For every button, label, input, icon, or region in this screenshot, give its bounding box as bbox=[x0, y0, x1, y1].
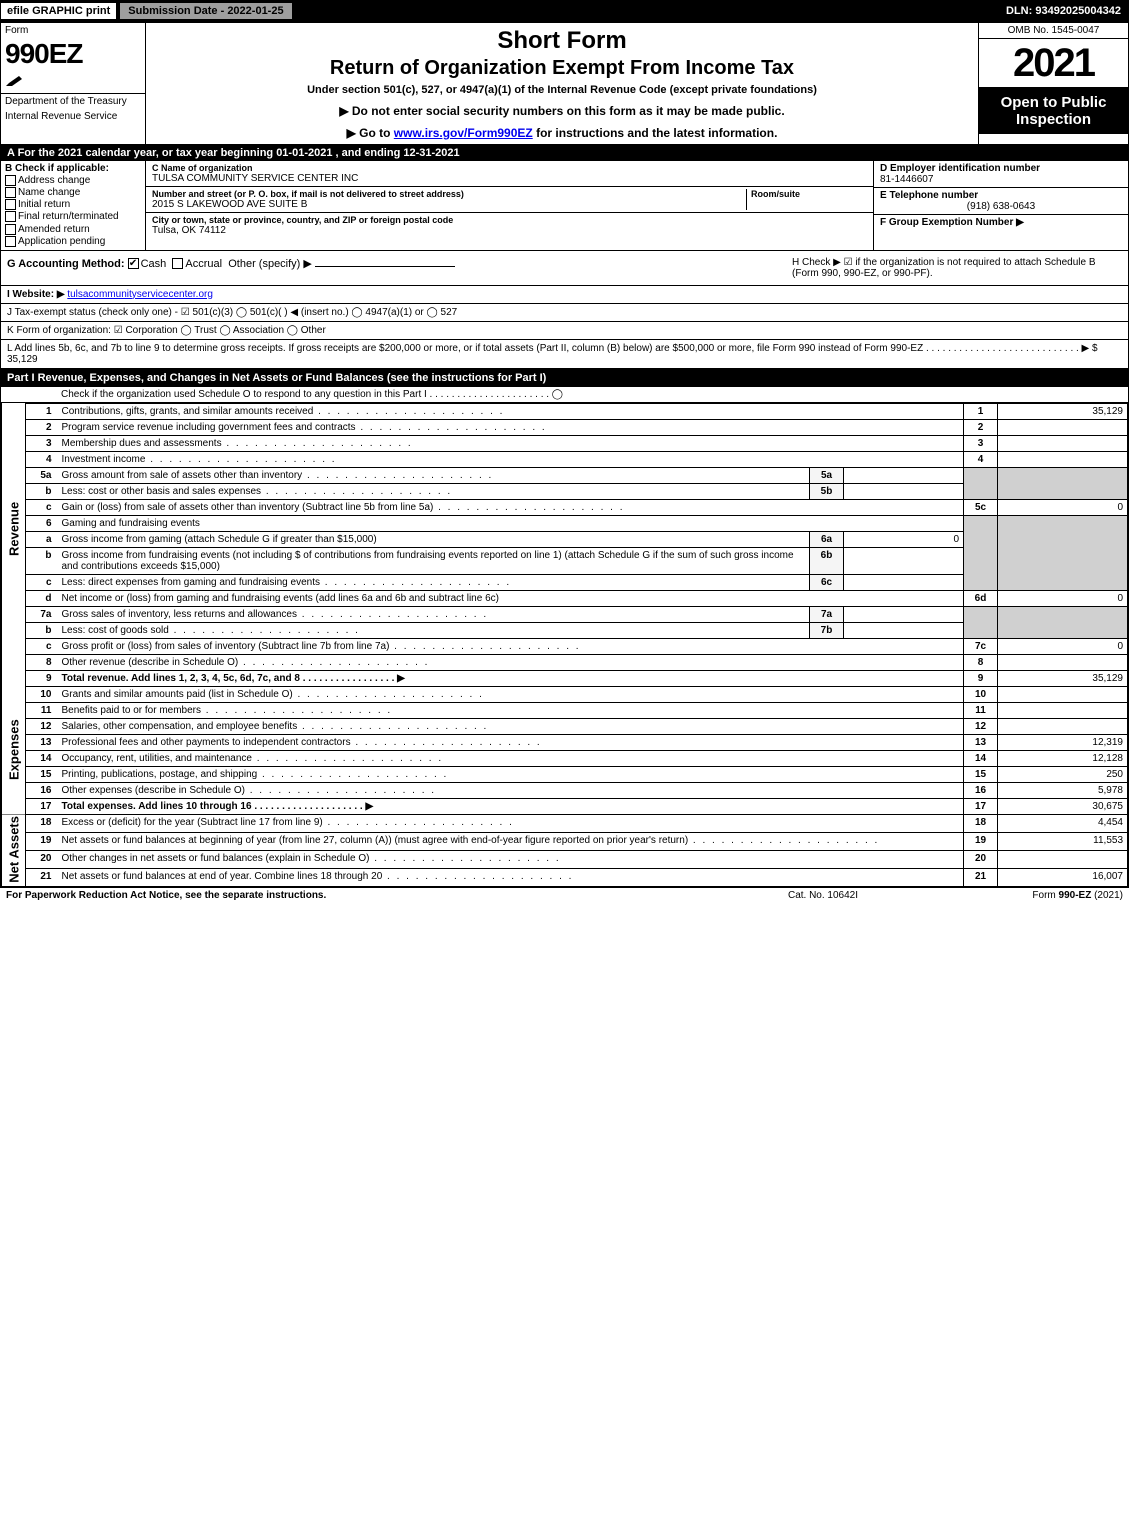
dept-irs: Internal Revenue Service bbox=[1, 109, 145, 124]
dln: DLN: 93492025004342 bbox=[998, 3, 1129, 19]
row-j: J Tax-exempt status (check only one) - ☑… bbox=[1, 304, 1128, 322]
form-label: Form bbox=[1, 23, 145, 38]
ein: 81-1446607 bbox=[880, 174, 1122, 185]
chk-name-change[interactable]: Name change bbox=[5, 187, 141, 198]
f-label: F Group Exemption Number ▶ bbox=[880, 217, 1024, 228]
row-i: I Website: ▶ tulsacommunityservicecenter… bbox=[1, 286, 1128, 304]
row-h: H Check ▶ ☑ if the organization is not r… bbox=[792, 257, 1122, 279]
lines-table: Revenue 1 Contributions, gifts, grants, … bbox=[1, 403, 1128, 887]
chk-address-change[interactable]: Address change bbox=[5, 175, 141, 186]
part1-header: Part I Revenue, Expenses, and Changes in… bbox=[1, 369, 1128, 387]
chk-final-return[interactable]: Final return/terminated bbox=[5, 211, 141, 222]
chk-amended-return[interactable]: Amended return bbox=[5, 224, 141, 235]
row-k: K Form of organization: ☑ Corporation ◯ … bbox=[1, 322, 1128, 340]
footer-left: For Paperwork Reduction Act Notice, see … bbox=[6, 890, 723, 901]
line-1-amt: 35,129 bbox=[998, 403, 1128, 419]
org-name: TULSA COMMUNITY SERVICE CENTER INC bbox=[152, 173, 867, 184]
section-b: B Check if applicable: Address change Na… bbox=[1, 161, 146, 250]
section-c: C Name of organization TULSA COMMUNITY S… bbox=[146, 161, 873, 250]
tax-year: 2021 bbox=[979, 39, 1128, 88]
form-number: 990EZ bbox=[1, 38, 145, 74]
netassets-label: Net Assets bbox=[2, 814, 26, 886]
dept-treasury: Department of the Treasury bbox=[1, 93, 145, 109]
note-ssn: ▶ Do not enter social security numbers o… bbox=[152, 104, 972, 118]
open-public: Open to Public Inspection bbox=[979, 88, 1128, 134]
chk-initial-return[interactable]: Initial return bbox=[5, 199, 141, 210]
c-name-label: C Name of organization bbox=[152, 163, 867, 173]
title-short-form: Short Form bbox=[152, 27, 972, 55]
d-label: D Employer identification number bbox=[880, 163, 1122, 174]
title-return: Return of Organization Exempt From Incom… bbox=[152, 57, 972, 80]
note-url: ▶ Go to www.irs.gov/Form990EZ for instru… bbox=[152, 126, 972, 140]
chk-application-pending[interactable]: Application pending bbox=[5, 236, 141, 247]
chk-accrual[interactable] bbox=[172, 258, 183, 269]
part1-sub: Check if the organization used Schedule … bbox=[1, 387, 1128, 403]
footer: For Paperwork Reduction Act Notice, see … bbox=[0, 888, 1129, 903]
org-city: Tulsa, OK 74112 bbox=[152, 225, 867, 236]
row-l: L Add lines 5b, 6c, and 7b to line 9 to … bbox=[1, 340, 1128, 369]
b-label: B Check if applicable: bbox=[5, 163, 109, 174]
submission-date: Submission Date - 2022-01-25 bbox=[119, 2, 292, 20]
org-street: 2015 S LAKEWOOD AVE SUITE B bbox=[152, 199, 742, 210]
irs-link[interactable]: www.irs.gov/Form990EZ bbox=[394, 126, 533, 140]
c-room-label: Room/suite bbox=[751, 189, 867, 199]
top-bar: efile GRAPHIC print Submission Date - 20… bbox=[0, 0, 1129, 22]
website-link[interactable]: tulsacommunityservicecenter.org bbox=[67, 289, 213, 300]
line-1-desc: Contributions, gifts, grants, and simila… bbox=[58, 403, 964, 419]
row-g: G Accounting Method: Cash Accrual Other … bbox=[7, 257, 792, 279]
c-street-label: Number and street (or P. O. box, if mail… bbox=[152, 189, 742, 199]
form-header: Form 990EZ Department of the Treasury In… bbox=[1, 23, 1128, 145]
chk-cash[interactable] bbox=[128, 258, 139, 269]
efile-print-button[interactable]: efile GRAPHIC print bbox=[0, 2, 117, 20]
revenue-label: Revenue bbox=[2, 403, 26, 654]
footer-cat: Cat. No. 10642I bbox=[723, 890, 923, 901]
e-label: E Telephone number bbox=[880, 190, 1122, 201]
pen-icon bbox=[5, 74, 25, 88]
subtitle: Under section 501(c), 527, or 4947(a)(1)… bbox=[152, 84, 972, 96]
omb-number: OMB No. 1545-0047 bbox=[979, 23, 1128, 39]
expenses-label: Expenses bbox=[2, 686, 26, 814]
c-city-label: City or town, state or province, country… bbox=[152, 215, 867, 225]
row-a: A For the 2021 calendar year, or tax yea… bbox=[1, 145, 1128, 161]
footer-form: Form 990-EZ (2021) bbox=[923, 890, 1123, 901]
telephone: (918) 638-0643 bbox=[880, 201, 1122, 212]
